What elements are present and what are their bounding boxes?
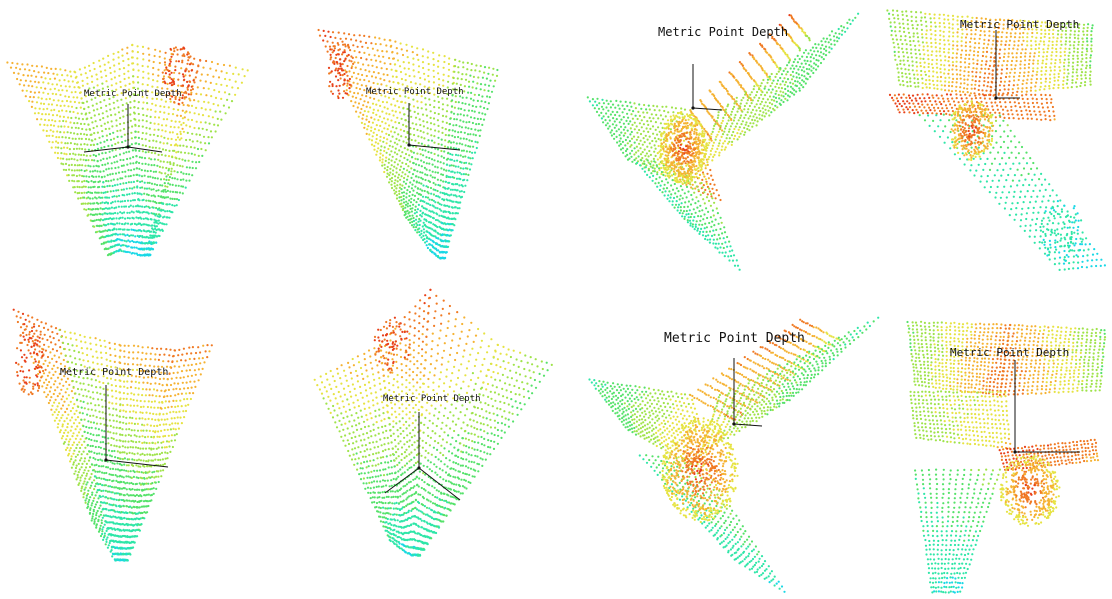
panel-label: Metric Point Depth xyxy=(366,87,464,97)
axis-triad xyxy=(1013,360,1080,454)
panel-label: Metric Point Depth xyxy=(950,346,1069,359)
depth-view-bottom-left: Metric Point Depth xyxy=(12,308,213,562)
depth-view-top-third: Metric Point Depth xyxy=(586,12,860,271)
panel-label: Metric Point Depth xyxy=(383,394,481,404)
panel-label: Metric Point Depth xyxy=(658,25,788,39)
depth-view-bottom-right: Metric Point Depth xyxy=(906,320,1107,594)
axis-triad xyxy=(384,412,461,501)
axis-triad xyxy=(691,64,723,111)
depth-view-top-second: Metric Point Depth xyxy=(317,28,499,260)
panel-label: Metric Point Depth xyxy=(960,18,1079,31)
panel-label: Metric Point Depth xyxy=(84,89,182,99)
depth-view-top-left: Metric Point Depth xyxy=(6,43,249,257)
panel-label: Metric Point Depth xyxy=(60,367,168,378)
axis-triad xyxy=(407,103,461,151)
depth-view-bottom-second: Metric Point Depth xyxy=(313,288,553,557)
axis-triad xyxy=(104,385,169,468)
depth-view-top-right: Metric Point Depth xyxy=(886,9,1106,271)
panel-label: Metric Point Depth xyxy=(664,331,805,346)
axis-triad xyxy=(83,104,163,153)
axis-triad xyxy=(732,358,763,427)
axis-triad xyxy=(994,30,1020,100)
depth-view-bottom-third: Metric Point Depth xyxy=(588,316,880,593)
